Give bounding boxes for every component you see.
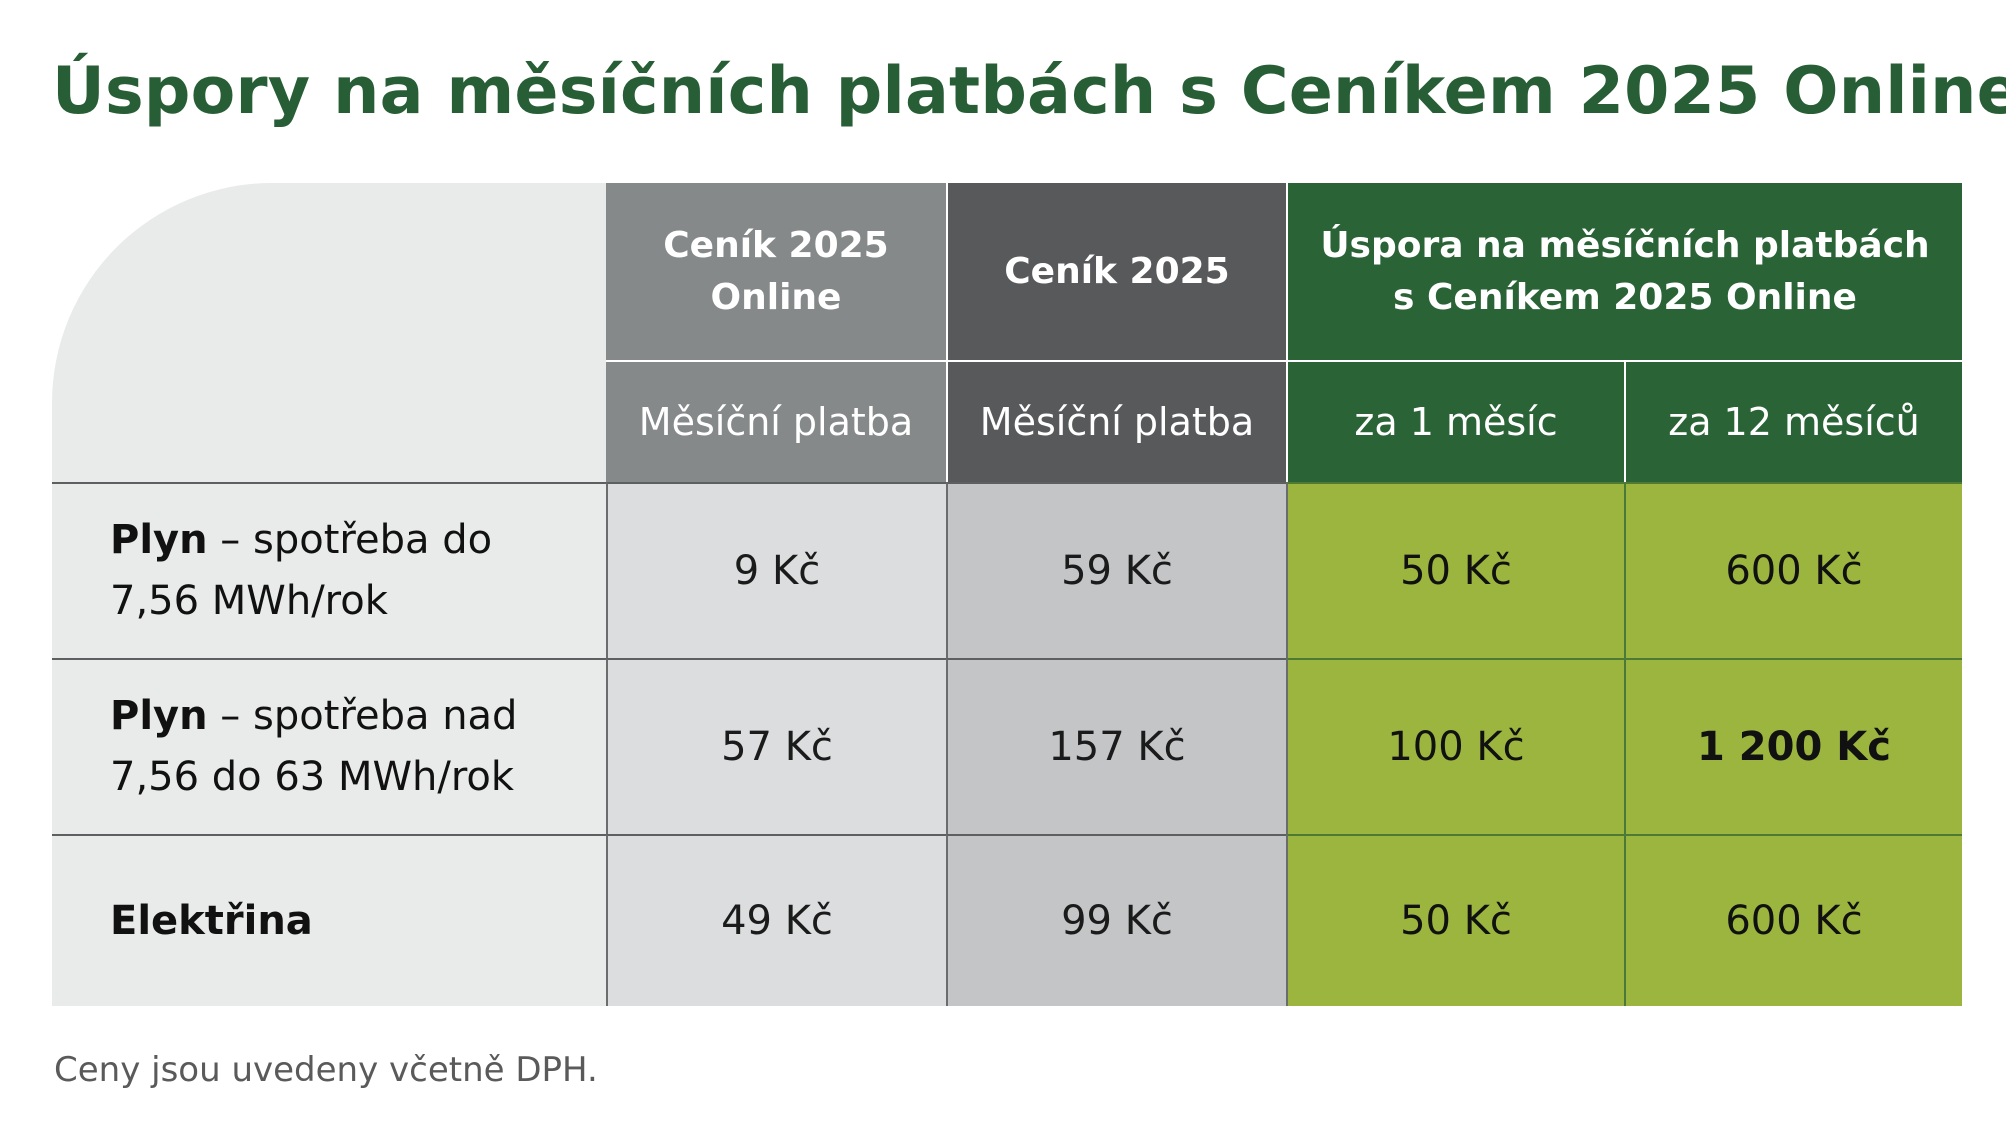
page-title: Úspory na měsíčních platbách s Ceníkem 2… xyxy=(52,54,2006,129)
subheader-one-month: za 1 měsíc xyxy=(1286,360,1624,482)
row-label-bold: Plyn xyxy=(110,693,208,740)
row-label-rest: – spotřeba do 7,56 MWh/rok xyxy=(110,517,493,624)
table-cell-savings-month: 100 Kč xyxy=(1286,658,1624,834)
table-cell-savings-month: 50 Kč xyxy=(1286,834,1624,1006)
row-label-gas-low: Plyn – spotřeba do 7,56 MWh/rok xyxy=(52,482,606,658)
row-label-bold: Plyn xyxy=(110,517,208,564)
table-cell-savings-year: 600 Kč xyxy=(1624,482,1962,658)
subheader-twelve-months: za 12 měsíců xyxy=(1624,360,1962,482)
table-cell-cenik: 59 Kč xyxy=(946,482,1286,658)
header-savings: Úspora na měsíčních platbách s Ceníkem 2… xyxy=(1286,183,1962,360)
savings-table: Ceník 2025 Online Ceník 2025 Úspora na m… xyxy=(52,183,1962,1006)
header-cenik-2025-online: Ceník 2025 Online xyxy=(606,183,946,360)
row-label-electricity: Elektřina xyxy=(52,834,606,1006)
table-cell-online: 9 Kč xyxy=(606,482,946,658)
table-cell-cenik: 157 Kč xyxy=(946,658,1286,834)
table-cell-savings-year: 600 Kč xyxy=(1624,834,1962,1006)
table-cell-savings-year: 1 200 Kč xyxy=(1624,658,1962,834)
row-label-rest: – spotřeba nad 7,56 do 63 MWh/rok xyxy=(110,693,518,800)
footnote: Ceny jsou uvedeny včetně DPH. xyxy=(54,1050,598,1090)
table-cell-savings-month: 50 Kč xyxy=(1286,482,1624,658)
row-label-bold: Elektřina xyxy=(110,897,313,944)
subheader-online-monthly: Měsíční platba xyxy=(606,360,946,482)
table-cell-online: 49 Kč xyxy=(606,834,946,1006)
table-cell-online: 57 Kč xyxy=(606,658,946,834)
table-corner xyxy=(52,183,606,482)
header-cenik-2025: Ceník 2025 xyxy=(946,183,1286,360)
table-cell-cenik: 99 Kč xyxy=(946,834,1286,1006)
subheader-cenik-monthly: Měsíční platba xyxy=(946,360,1286,482)
row-label-gas-high: Plyn – spotřeba nad 7,56 do 63 MWh/rok xyxy=(52,658,606,834)
